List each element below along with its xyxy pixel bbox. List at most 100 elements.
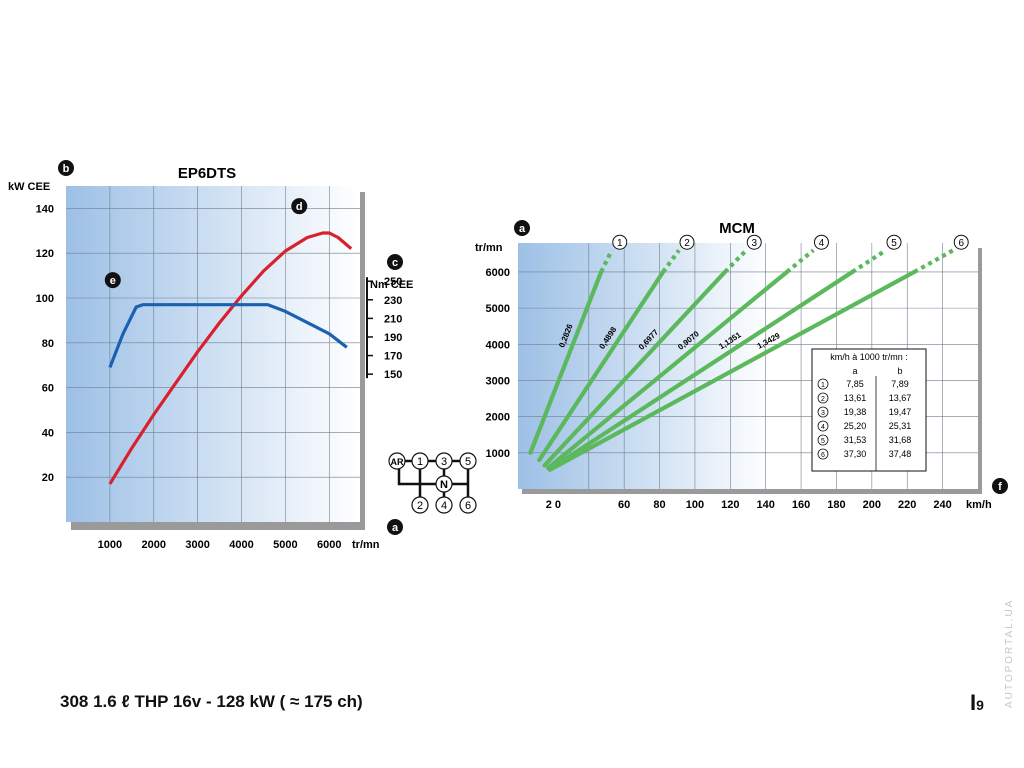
table-gear: 6 bbox=[821, 452, 825, 459]
gear-2-label: 2 bbox=[417, 500, 423, 512]
tick-labels: 1000 2000 3000 4000 5000 6000 20 40 60 80 100 120 14… bbox=[36, 203, 342, 551]
table-value-a: 13,61 bbox=[844, 393, 867, 403]
table-gear-circle bbox=[817, 406, 829, 418]
x-tick-label: 100 bbox=[686, 499, 704, 511]
series-line-d bbox=[108, 231, 353, 485]
torque-tick-label: 190 bbox=[384, 332, 402, 344]
y-tick-label: 5000 bbox=[486, 303, 510, 315]
shift-gate-lines bbox=[397, 459, 470, 505]
gear-4-circle bbox=[435, 496, 453, 514]
x-tick-label: 4000 bbox=[229, 539, 253, 551]
x-tick-label: 160 bbox=[792, 499, 810, 511]
gear-2-circle bbox=[411, 496, 429, 514]
series-badge-e bbox=[104, 272, 121, 289]
gear-label-circle-4 bbox=[813, 234, 829, 250]
x-tick-label: 120 bbox=[721, 499, 739, 511]
table-gear: 4 bbox=[821, 424, 825, 431]
torque-tick-label: 150 bbox=[384, 369, 402, 381]
y-tick-label: 100 bbox=[36, 293, 54, 305]
table-value-b: 37,48 bbox=[889, 449, 912, 459]
chart-title: MCM bbox=[719, 220, 755, 237]
page-caption: 308 1.6 ℓ THP 16v - 128 kW ( ≈ 175 ch) bbox=[60, 692, 363, 711]
gear-label: 6 bbox=[958, 238, 964, 249]
x-tick-label: 3000 bbox=[185, 539, 209, 551]
table-value-a: 25,20 bbox=[844, 421, 867, 431]
y-axis-label: tr/mn bbox=[475, 242, 503, 254]
gear-line-1 bbox=[528, 269, 604, 455]
gear-line-6 bbox=[547, 269, 917, 472]
table-header-a: a bbox=[852, 366, 857, 376]
gear-reverse-circle bbox=[388, 452, 406, 470]
y-axis-badge bbox=[514, 220, 530, 236]
x-axis-badge bbox=[387, 519, 403, 535]
table-gear-circle bbox=[817, 448, 829, 460]
table-rows: 1 7,85 7,89 2 13,61 13,67 3 19,38 19,47 4 25,20 25,… bbox=[817, 378, 912, 460]
x-tick-label: 60 bbox=[618, 499, 630, 511]
gear-6-label: 6 bbox=[465, 500, 471, 512]
gear-label-circle-3 bbox=[746, 234, 762, 250]
x-tick-label: 1000 bbox=[98, 539, 122, 551]
gear-line-3 bbox=[542, 269, 728, 468]
y-tick-label: 40 bbox=[42, 427, 54, 439]
y2-axis-badge bbox=[387, 254, 403, 270]
x-tick-label: 80 bbox=[653, 499, 665, 511]
table-value-b: 19,47 bbox=[889, 407, 912, 417]
gear-label: 5 bbox=[891, 238, 897, 249]
y-tick-label: 1000 bbox=[486, 448, 510, 460]
table-value-a: 7,85 bbox=[846, 379, 864, 389]
y-tick-label: 60 bbox=[42, 383, 54, 395]
series-line-e bbox=[108, 303, 348, 368]
x-tick-label: 6000 bbox=[317, 539, 341, 551]
y-tick-label: 3000 bbox=[486, 375, 510, 387]
y-tick-label: 80 bbox=[42, 338, 54, 350]
gear-label-circle-6 bbox=[953, 234, 969, 250]
tick-labels: 2 0 60 80 100 120 140 160 180 200 220 240 1000 2000 3… bbox=[486, 267, 952, 511]
x-tick-label: 2000 bbox=[142, 539, 166, 551]
y-tick-label: 140 bbox=[36, 203, 54, 215]
gear-label: 3 bbox=[751, 238, 757, 249]
y-tick-label: 2000 bbox=[486, 412, 510, 424]
gear-3-circle bbox=[435, 452, 453, 470]
y-axis-badge-label: b bbox=[63, 163, 70, 175]
y-tick-label: 6000 bbox=[486, 267, 510, 279]
table-value-a: 31,53 bbox=[844, 435, 867, 445]
table-header-b: b bbox=[897, 366, 902, 376]
gear-line-dotted-4 bbox=[785, 248, 815, 274]
gear-neutral-circle bbox=[435, 475, 453, 493]
y2-axis-badge-label: c bbox=[392, 257, 398, 269]
y-axis-badge-label: a bbox=[519, 223, 526, 235]
torque-tick-label: 250 bbox=[384, 276, 402, 288]
gear-label: 4 bbox=[819, 238, 825, 249]
gear-line-dotted-3 bbox=[723, 248, 748, 274]
table-gear-circle bbox=[817, 434, 829, 446]
x-axis-badge bbox=[992, 478, 1008, 494]
gear-label-circle-1 bbox=[612, 234, 628, 250]
y-tick-label: 4000 bbox=[486, 339, 510, 351]
torque-scale: 150 170 190 210 230 250 bbox=[366, 276, 402, 381]
engine-curve-chart: de 1000 2000 3000 4000 5000 60002040608010012… bbox=[8, 160, 477, 551]
table-value-b: 7,89 bbox=[891, 379, 909, 389]
x-axis-badge-label: a bbox=[392, 522, 399, 534]
series-layer: de bbox=[104, 198, 353, 485]
x-axis-label: km/h bbox=[966, 499, 992, 511]
x-tick-label: 2 0 bbox=[546, 499, 561, 511]
chart-title: EP6DTS bbox=[178, 165, 236, 182]
series-badge-d bbox=[291, 198, 308, 215]
x-axis-badge-label: f bbox=[998, 481, 1002, 493]
series-badge-label: e bbox=[110, 275, 116, 287]
y-tick-label: 20 bbox=[42, 472, 54, 484]
page-number-sub: 9 bbox=[976, 697, 984, 713]
gear-1-circle bbox=[411, 452, 429, 470]
y2-axis-label: Nm CEE bbox=[370, 279, 413, 291]
gear-shift-pattern: AR 1 3 5 N 2 4 6 bbox=[388, 452, 477, 514]
gear-label: 1 bbox=[617, 238, 623, 249]
x-tick-label: 220 bbox=[898, 499, 916, 511]
watermark-text: AUTOPORTAL.UA bbox=[1004, 598, 1015, 708]
gear-6-circle bbox=[459, 496, 477, 514]
x-axis-label: tr/mn bbox=[352, 539, 380, 551]
page-number: I9 bbox=[970, 690, 984, 716]
x-tick-label: 180 bbox=[827, 499, 845, 511]
table-value-b: 31,68 bbox=[889, 435, 912, 445]
table-gear-circle bbox=[817, 378, 829, 390]
gear-speed-chart: 10,282620,489830,697740,907051,135161,34… bbox=[475, 220, 1008, 511]
